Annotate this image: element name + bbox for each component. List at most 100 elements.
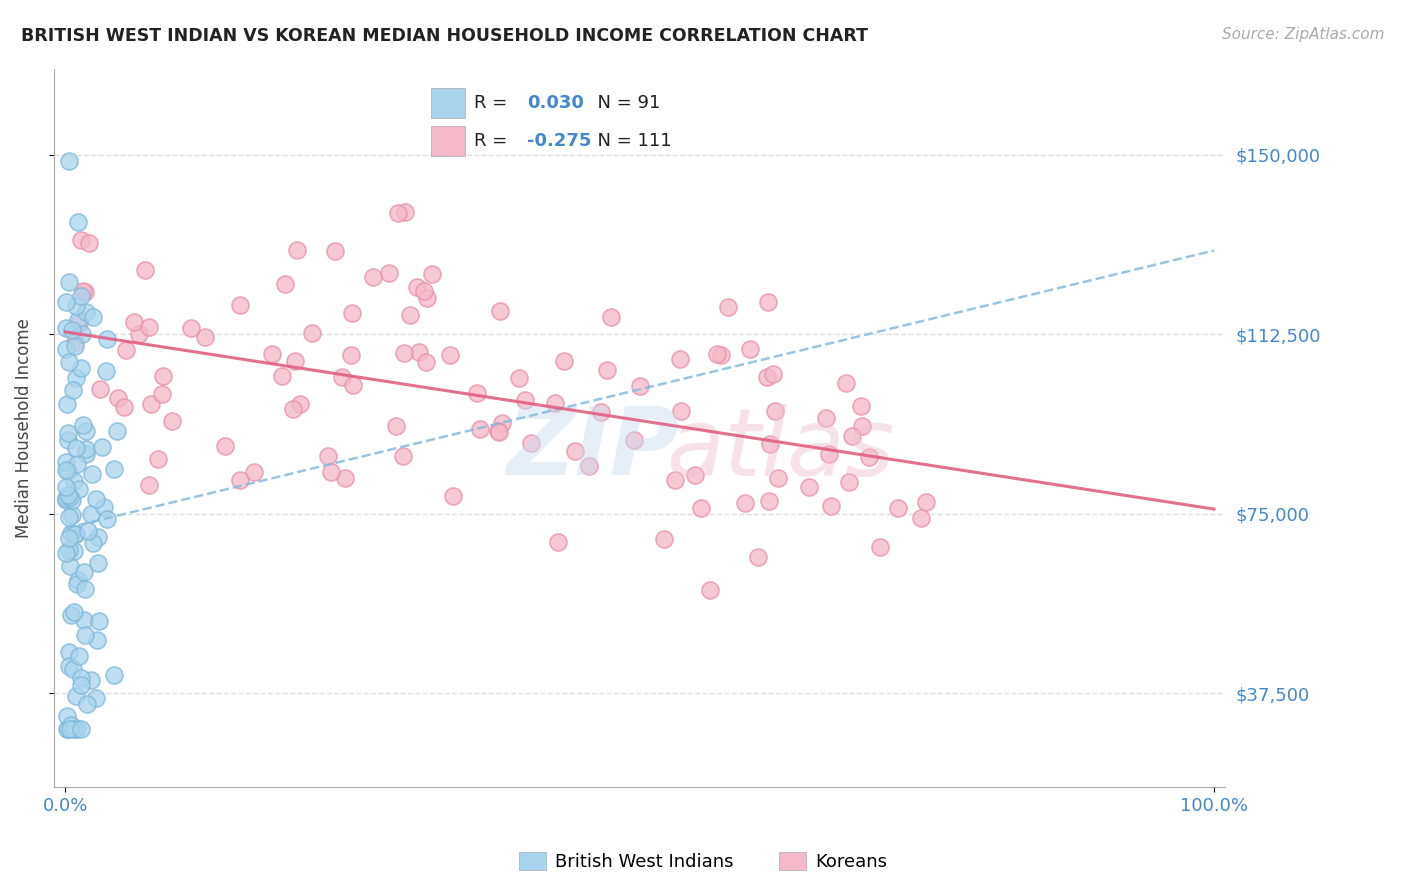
Point bbox=[80, 507, 103, 521]
Point bbox=[55, 455, 77, 469]
Point bbox=[600, 310, 623, 324]
Point bbox=[841, 429, 863, 443]
Point bbox=[72, 284, 94, 298]
Point bbox=[717, 300, 740, 314]
Point bbox=[851, 419, 873, 434]
Point bbox=[229, 298, 252, 312]
Point bbox=[763, 404, 786, 418]
Point bbox=[73, 614, 96, 628]
Point bbox=[652, 533, 675, 547]
Point bbox=[63, 723, 86, 737]
Point bbox=[65, 527, 87, 541]
Point bbox=[683, 468, 706, 483]
Point bbox=[65, 689, 87, 703]
Point bbox=[58, 426, 80, 441]
Point bbox=[80, 673, 103, 687]
Point bbox=[63, 527, 86, 541]
Point bbox=[58, 510, 80, 524]
Point bbox=[671, 404, 693, 418]
Point bbox=[228, 473, 250, 487]
Point bbox=[152, 369, 174, 384]
Point bbox=[107, 391, 129, 405]
Point bbox=[323, 244, 346, 258]
Point bbox=[486, 424, 509, 438]
Point bbox=[94, 364, 117, 378]
Point bbox=[669, 351, 692, 366]
Point bbox=[77, 236, 100, 251]
Point bbox=[105, 425, 128, 439]
Point bbox=[70, 327, 93, 342]
Point bbox=[361, 269, 384, 284]
Point bbox=[342, 378, 364, 392]
Point bbox=[318, 449, 340, 463]
Point bbox=[56, 723, 79, 737]
Point bbox=[63, 475, 86, 489]
Point bbox=[67, 316, 90, 330]
Point bbox=[564, 444, 586, 458]
Point bbox=[910, 510, 932, 524]
Point bbox=[520, 436, 543, 450]
Point bbox=[134, 263, 156, 277]
Point bbox=[58, 154, 80, 169]
Point bbox=[56, 464, 79, 478]
Point bbox=[103, 668, 125, 682]
Point bbox=[160, 414, 183, 428]
Point bbox=[834, 376, 856, 391]
Point bbox=[65, 299, 87, 313]
Point bbox=[734, 496, 756, 510]
Point bbox=[441, 490, 464, 504]
Point bbox=[69, 678, 91, 692]
Point bbox=[63, 605, 86, 619]
Point bbox=[543, 396, 565, 410]
Point bbox=[55, 491, 77, 506]
Point bbox=[797, 480, 820, 494]
Point bbox=[58, 433, 80, 447]
Point bbox=[72, 418, 94, 433]
Point bbox=[399, 309, 422, 323]
Point bbox=[84, 492, 107, 507]
Point bbox=[86, 690, 108, 705]
Point bbox=[288, 397, 311, 411]
Point bbox=[706, 346, 728, 360]
Point bbox=[76, 524, 98, 539]
Point bbox=[915, 495, 938, 509]
Point bbox=[553, 354, 575, 368]
Point bbox=[58, 275, 80, 289]
Point bbox=[67, 215, 90, 229]
Point bbox=[62, 383, 84, 397]
Point bbox=[623, 434, 645, 448]
Point bbox=[65, 441, 87, 455]
Point bbox=[59, 723, 82, 737]
Point bbox=[55, 462, 77, 476]
Point bbox=[75, 285, 97, 299]
Point bbox=[103, 462, 125, 476]
Point bbox=[89, 382, 111, 396]
Point bbox=[146, 452, 169, 467]
Point bbox=[122, 315, 145, 329]
Point bbox=[82, 310, 104, 325]
Point bbox=[82, 467, 104, 482]
Point bbox=[60, 526, 83, 541]
Point bbox=[838, 475, 860, 489]
Point bbox=[262, 347, 284, 361]
Point bbox=[412, 285, 434, 299]
Point bbox=[759, 437, 782, 451]
Point bbox=[96, 512, 118, 526]
Point bbox=[378, 266, 401, 280]
Point bbox=[392, 449, 415, 463]
Point bbox=[59, 559, 82, 574]
Point bbox=[75, 425, 97, 439]
Point bbox=[408, 344, 430, 359]
Point bbox=[65, 371, 87, 385]
Point bbox=[488, 304, 510, 318]
Text: BRITISH WEST INDIAN VS KOREAN MEDIAN HOUSEHOLD INCOME CORRELATION CHART: BRITISH WEST INDIAN VS KOREAN MEDIAN HOU… bbox=[21, 27, 868, 45]
Point bbox=[141, 397, 163, 411]
Point bbox=[66, 573, 89, 587]
Point bbox=[319, 465, 342, 479]
Point bbox=[75, 305, 97, 319]
Point bbox=[58, 532, 80, 546]
Point bbox=[55, 546, 77, 560]
Point bbox=[63, 339, 86, 353]
Point bbox=[340, 306, 363, 320]
Point bbox=[591, 405, 613, 419]
